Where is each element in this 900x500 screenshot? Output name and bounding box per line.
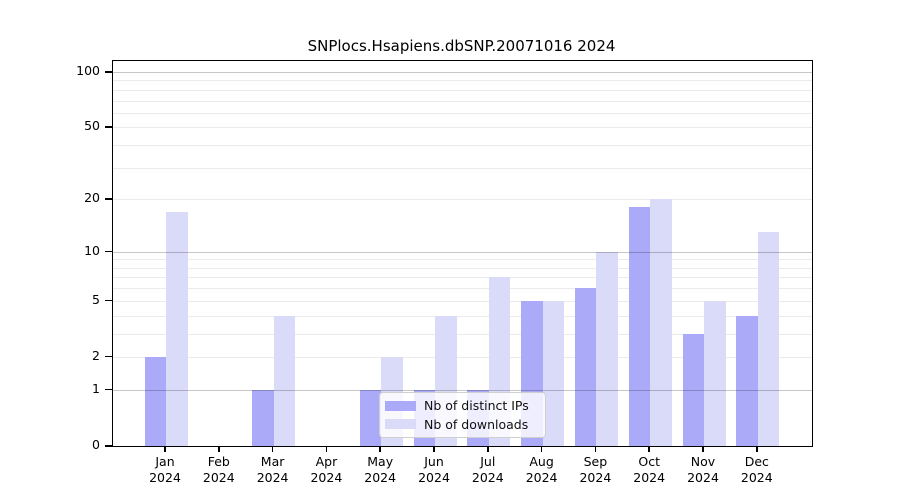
legend: Nb of distinct IPs Nb of downloads — [379, 392, 546, 438]
x-tick-label-may: May 2024 — [364, 454, 397, 485]
gridline-minor-30 — [113, 167, 812, 169]
gridline-minor-5 — [113, 300, 812, 302]
x-tick-label-nov: Nov 2024 — [687, 454, 719, 485]
x-tick-oct — [648, 446, 650, 452]
y-tick-50 — [105, 126, 112, 128]
bar-sep-downloads — [596, 251, 618, 446]
minor-gridlines-layer — [113, 61, 812, 446]
bar-mar-ips — [252, 389, 274, 446]
gridline-major-100 — [113, 72, 812, 73]
bar-dec-ips — [736, 315, 758, 446]
legend-item-downloads: Nb of downloads — [385, 417, 539, 432]
y-tick-label-10: 10 — [84, 242, 100, 258]
bar-sep-ips — [574, 288, 597, 446]
gridline-minor-50 — [113, 127, 812, 129]
x-tick-jun — [433, 446, 435, 452]
gridline-minor-20 — [113, 199, 812, 201]
bar-aug-downloads — [542, 300, 565, 446]
x-tick-label-apr: Apr 2024 — [310, 454, 343, 485]
legend-label-downloads: Nb of downloads — [424, 416, 529, 432]
bar-oct-ips — [628, 207, 651, 446]
x-tick-label-oct: Oct 2024 — [633, 454, 666, 485]
x-tick-label-jun: Jun 2024 — [418, 454, 450, 485]
gridline-minor-7 — [113, 277, 812, 279]
bar-nov-downloads — [704, 300, 726, 446]
y-tick-10 — [105, 250, 112, 253]
gridline-minor-80 — [113, 89, 812, 91]
y-tick-label-0: 0 — [92, 437, 100, 452]
x-tick-label-sep: Sep 2024 — [579, 454, 612, 485]
y-tick-label-50: 50 — [84, 118, 100, 134]
x-tick-jan — [164, 446, 166, 452]
gridline-minor-70 — [113, 100, 812, 102]
gridline-minor-60 — [113, 112, 812, 114]
x-tick-label-jan: Jan 2024 — [149, 454, 181, 485]
y-tick-label-2: 2 — [92, 347, 100, 363]
y-tick-label-100: 100 — [76, 63, 100, 78]
bar-nov-ips — [682, 333, 704, 446]
plot-area — [112, 60, 813, 447]
x-tick-label-aug: Aug 2024 — [525, 454, 558, 485]
y-tick-100 — [105, 71, 112, 73]
y-tick-label-5: 5 — [92, 291, 100, 307]
y-tick-label-20: 20 — [84, 190, 100, 206]
legend-label-distinct-ips: Nb of distinct IPs — [424, 398, 529, 414]
x-tick-jul — [487, 446, 489, 452]
bar-oct-downloads — [650, 199, 672, 446]
gridline-minor-6 — [113, 288, 812, 290]
y-tick-1 — [105, 388, 112, 391]
x-tick-may — [379, 446, 381, 452]
x-tick-feb — [218, 446, 220, 452]
y-tick-5 — [105, 299, 112, 302]
x-tick-aug — [540, 446, 543, 452]
gridline-minor-40 — [113, 145, 812, 147]
legend-swatch-distinct-ips — [385, 400, 416, 411]
y-tick-0 — [105, 445, 112, 447]
bar-mar-downloads — [273, 315, 296, 446]
x-tick-label-mar: Mar 2024 — [256, 454, 289, 485]
gridline-minor-2 — [113, 356, 812, 358]
major-gridlines-layer — [113, 61, 812, 446]
bar-dec-downloads — [757, 232, 780, 446]
gridline-major-1 — [113, 389, 812, 391]
gridline-major-10 — [113, 251, 812, 253]
y-tick-label-1: 1 — [92, 380, 100, 396]
x-tick-label-jul: Jul 2024 — [471, 454, 504, 485]
gridline-minor-8 — [113, 267, 812, 269]
x-tick-dec — [756, 446, 758, 452]
x-tick-label-dec: Dec 2024 — [740, 454, 773, 485]
x-tick-mar — [271, 446, 274, 452]
gridline-minor-9 — [113, 259, 812, 261]
y-tick-2 — [105, 355, 112, 358]
gridline-minor-90 — [113, 80, 812, 82]
bar-may-ips — [359, 389, 382, 446]
bar-jan-downloads — [166, 211, 188, 446]
x-tick-nov — [702, 446, 704, 452]
bar-jan-ips — [144, 356, 166, 446]
x-tick-sep — [594, 446, 597, 452]
y-tick-20 — [105, 198, 112, 200]
x-tick-label-feb: Feb 2024 — [202, 454, 235, 485]
legend-item-distinct-ips: Nb of distinct IPs — [385, 398, 539, 413]
gridline-minor-4 — [113, 315, 812, 317]
chart-title: SNPlocs.Hsapiens.dbSNP.20071016 2024 — [307, 37, 616, 55]
x-tick-apr — [325, 446, 328, 452]
gridline-minor-3 — [113, 333, 812, 335]
legend-swatch-downloads — [385, 419, 416, 430]
